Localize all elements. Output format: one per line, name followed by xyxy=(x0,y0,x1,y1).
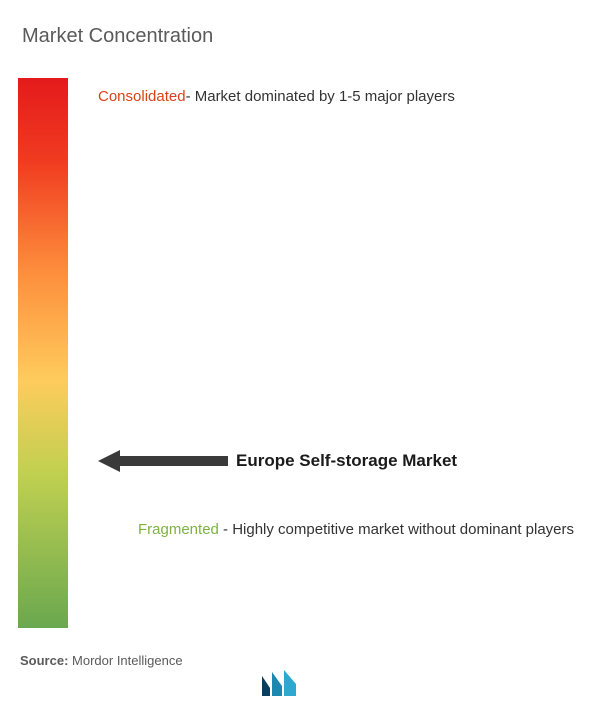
arrow-left-icon xyxy=(98,450,228,472)
fragmented-highlight: Fragmented xyxy=(138,521,219,538)
consolidated-highlight: Consolidated xyxy=(98,88,186,105)
source-label: Source: xyxy=(20,653,68,668)
consolidated-desc: - Market dominated by 1-5 major players xyxy=(186,88,455,105)
chart-title: Market Concentration xyxy=(0,0,589,48)
market-marker: Europe Self-storage Market xyxy=(98,450,457,472)
mordor-logo-icon xyxy=(260,668,300,698)
consolidated-label: Consolidated- Market dominated by 1-5 ma… xyxy=(98,86,455,107)
concentration-gradient-bar xyxy=(18,78,68,628)
fragmented-label: Fragmented - Highly competitive market w… xyxy=(138,518,574,542)
source-value: Mordor Intelligence xyxy=(72,653,183,668)
market-name: Europe Self-storage Market xyxy=(236,451,457,471)
source-attribution: Source: Mordor Intelligence xyxy=(20,653,183,668)
fragmented-desc: - Highly competitive market without domi… xyxy=(219,521,574,538)
